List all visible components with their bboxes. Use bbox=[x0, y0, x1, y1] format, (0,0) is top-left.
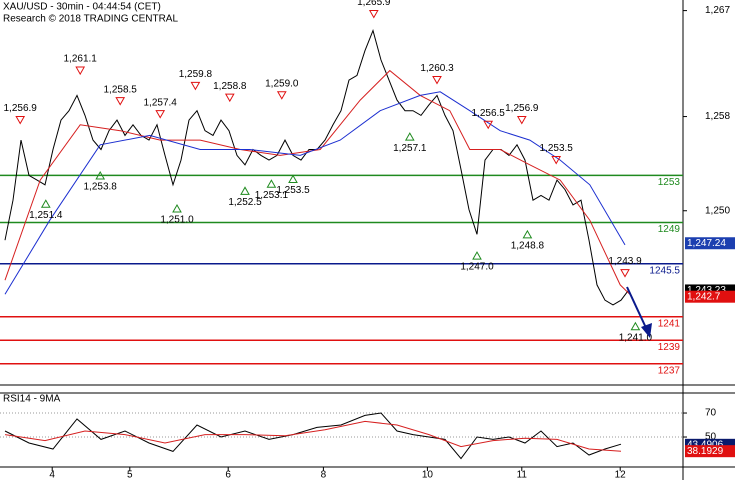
level-label: 1241 bbox=[658, 318, 681, 329]
high-label: 1,253.5 bbox=[540, 143, 574, 154]
level-label: 1245.5 bbox=[649, 265, 680, 276]
price-box bbox=[685, 445, 735, 458]
high-marker bbox=[368, 10, 379, 19]
high-marker bbox=[551, 156, 562, 165]
price-box-label: 1,247.24 bbox=[687, 238, 726, 249]
x-tick-label: 4 bbox=[49, 470, 55, 480]
series-line bbox=[4, 91, 626, 295]
x-tick-label: 10 bbox=[422, 470, 434, 480]
low-marker bbox=[630, 321, 641, 331]
level-label: 1249 bbox=[658, 224, 681, 235]
forecast-arrow bbox=[626, 286, 652, 338]
high-label: 1,256.9 bbox=[505, 103, 539, 114]
chart-title: XAU/USD - 30min - 04:44:54 (CET) bbox=[3, 2, 161, 13]
x-tick-label: 6 bbox=[225, 470, 231, 480]
y-tick-label: 1,258 bbox=[705, 111, 730, 122]
high-marker bbox=[224, 93, 235, 103]
low-marker bbox=[522, 229, 533, 239]
high-label: 1,258.5 bbox=[104, 84, 138, 95]
indicator-title: RSI14 - 9MA bbox=[3, 394, 61, 405]
x-tick-label: 11 bbox=[517, 470, 528, 480]
y-tick-label: 1,267 bbox=[705, 5, 730, 16]
y-tick-label: 50 bbox=[705, 432, 717, 443]
high-label: 1,260.3 bbox=[420, 63, 454, 74]
high-marker bbox=[75, 66, 86, 76]
level-label: 1239 bbox=[658, 342, 681, 353]
high-marker bbox=[15, 116, 26, 125]
arrow-line bbox=[626, 286, 648, 331]
price-box bbox=[685, 237, 735, 250]
x-tick-label: 5 bbox=[127, 470, 133, 480]
low-label: 1,253.8 bbox=[84, 182, 118, 193]
low-marker bbox=[95, 171, 106, 180]
high-label: 1,259.0 bbox=[265, 78, 299, 89]
low-marker bbox=[266, 179, 277, 188]
low-marker bbox=[472, 251, 482, 260]
low-label: 1,251.0 bbox=[160, 215, 194, 226]
y-tick-label: 1,250 bbox=[705, 205, 730, 216]
series-line bbox=[4, 420, 622, 452]
low-label: 1,251.4 bbox=[29, 210, 63, 221]
x-tick-label: 12 bbox=[615, 470, 627, 480]
low-label: 1,253.5 bbox=[276, 185, 310, 196]
chart-subtitle: Research © 2018 TRADING CENTRAL bbox=[3, 14, 178, 25]
series-line bbox=[4, 69, 631, 295]
price-box-label: 38.1929 bbox=[687, 446, 724, 457]
level-label: 1253 bbox=[658, 177, 681, 188]
high-marker bbox=[432, 75, 442, 85]
high-label: 1,259.8 bbox=[179, 69, 213, 80]
low-label: 1,252.5 bbox=[228, 197, 262, 208]
high-marker bbox=[115, 97, 126, 106]
low-label: 1,247.0 bbox=[460, 262, 494, 273]
high-label: 1,265.9 bbox=[357, 0, 391, 8]
price-box-label: 1,242.7 bbox=[687, 291, 721, 302]
low-marker bbox=[40, 199, 51, 208]
x-tick-label: 8 bbox=[321, 470, 327, 480]
high-marker bbox=[190, 81, 201, 91]
price-box-label: 1,243.23 bbox=[687, 285, 726, 296]
high-marker bbox=[155, 110, 166, 119]
low-label: 1,248.8 bbox=[511, 241, 545, 252]
high-label: 1,257.4 bbox=[144, 97, 178, 108]
price-box bbox=[685, 290, 735, 303]
high-label: 1,258.8 bbox=[213, 81, 247, 92]
high-marker bbox=[620, 269, 630, 278]
low-label: 1,257.1 bbox=[393, 143, 427, 154]
low-marker bbox=[240, 186, 250, 195]
low-marker bbox=[288, 174, 298, 184]
low-marker bbox=[172, 203, 182, 213]
low-label: 1,253.1 bbox=[255, 190, 289, 201]
low-marker bbox=[404, 132, 415, 141]
arrow-head bbox=[641, 323, 652, 338]
high-marker bbox=[516, 116, 527, 125]
series-line bbox=[4, 412, 622, 460]
high-marker bbox=[276, 91, 287, 100]
price-box-label: 43.4906 bbox=[687, 439, 724, 450]
level-label: 1237 bbox=[658, 365, 681, 376]
high-label: 1,256.5 bbox=[472, 108, 506, 119]
low-label: 1,241.0 bbox=[619, 332, 653, 343]
high-label: 1,261.1 bbox=[64, 54, 98, 65]
y-tick-label: 70 bbox=[705, 408, 717, 419]
high-label: 1,243.9 bbox=[608, 256, 642, 267]
high-label: 1,256.9 bbox=[4, 103, 38, 114]
high-marker bbox=[483, 120, 494, 130]
